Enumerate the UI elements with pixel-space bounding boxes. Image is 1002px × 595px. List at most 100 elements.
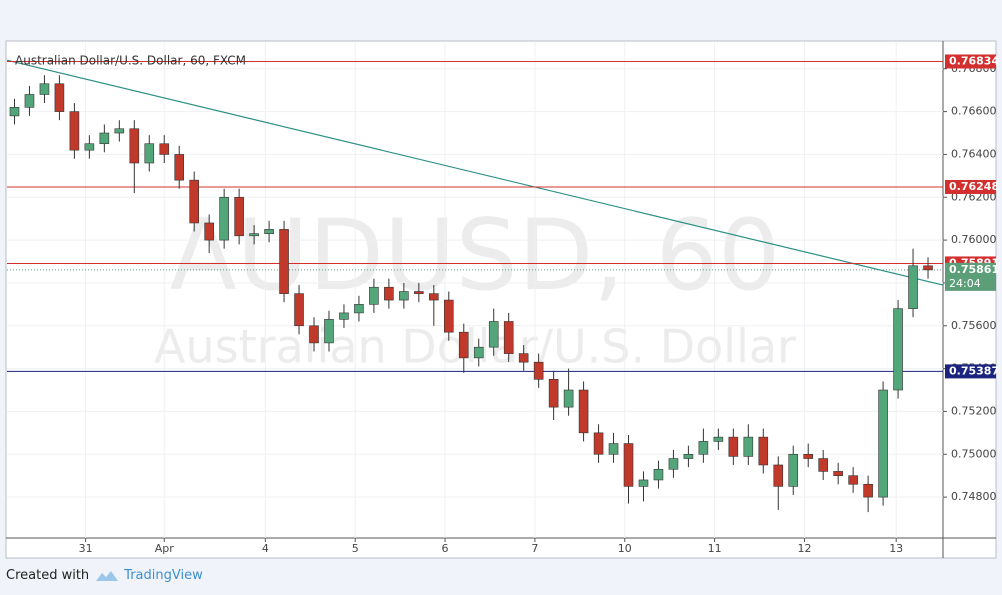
- y-tick-label: 0.74800: [951, 490, 997, 503]
- level-label: 0.76834: [949, 54, 999, 67]
- brand[interactable]: TradingView: [95, 568, 203, 583]
- candle-body: [84, 143, 95, 151]
- candle-body: [279, 229, 289, 294]
- candle-body: [503, 321, 514, 354]
- candle-body: [144, 143, 155, 164]
- candle-body: [234, 196, 244, 237]
- x-tick-label: 5: [352, 542, 359, 555]
- candle-body: [818, 458, 828, 472]
- candle-body: [414, 291, 424, 294]
- candle-body: [204, 222, 214, 241]
- candle-body: [743, 436, 754, 457]
- x-tick-label: 4: [262, 542, 269, 555]
- x-tick-label: 12: [797, 542, 811, 555]
- candle-body: [384, 286, 394, 301]
- candle-body: [488, 321, 499, 348]
- current-price-label: 0.75861: [949, 263, 999, 276]
- level-label: 0.75387: [949, 364, 999, 377]
- candle-body: [339, 312, 349, 320]
- candle-body: [923, 265, 933, 271]
- candle-body: [69, 111, 80, 151]
- y-tick-label: 0.76600: [951, 105, 997, 118]
- candle-body: [893, 308, 903, 391]
- candle-body: [623, 443, 634, 487]
- candle-body: [219, 196, 229, 241]
- candle-body: [159, 143, 170, 155]
- x-tick-label: 6: [442, 542, 449, 555]
- chart-panel: [5, 40, 997, 559]
- candle-body: [264, 229, 274, 234]
- footer: Created with TradingView: [6, 568, 203, 583]
- level-label-box: [945, 364, 996, 379]
- candle-body: [458, 331, 469, 359]
- current-price-box: [945, 262, 996, 291]
- candle-body: [848, 475, 858, 485]
- candle-body: [908, 265, 918, 309]
- candle-body: [429, 293, 439, 301]
- level-label-box: [945, 54, 996, 69]
- x-tick-label: 31: [79, 542, 93, 555]
- candle-body: [728, 436, 739, 457]
- candle-body: [803, 453, 814, 459]
- watermark-symbol: AUDUSD, 60: [170, 199, 781, 313]
- candle-body: [443, 299, 454, 333]
- level-label: 0.76248: [949, 180, 999, 193]
- footer-text: Created with: [6, 568, 90, 583]
- candle-body: [294, 293, 304, 327]
- candle-body: [878, 389, 888, 498]
- y-tick-label: 0.75000: [951, 447, 997, 460]
- candle-body: [683, 453, 694, 459]
- chart-title: Australian Dollar/U.S. Dollar, 60, FXCM: [15, 54, 246, 68]
- countdown: 24:04: [949, 277, 981, 290]
- candle-body: [713, 436, 724, 442]
- candle-body: [399, 291, 409, 301]
- candle-body: [54, 83, 65, 112]
- x-tick-label: 7: [531, 542, 538, 555]
- brand-text[interactable]: TradingView: [124, 568, 203, 583]
- watermark-name: Australian Dollar/U.S. Dollar: [154, 320, 796, 374]
- watermark: AUDUSD, 60 Australian Dollar/U.S. Dollar: [154, 199, 796, 374]
- candle-body: [698, 441, 709, 455]
- candle-body: [473, 346, 484, 359]
- candle-body: [563, 389, 574, 408]
- level-label-box: [945, 179, 996, 194]
- y-tick-label: 0.76000: [951, 233, 997, 246]
- candle-body: [39, 83, 50, 95]
- candle-body: [668, 458, 679, 470]
- candle-body: [638, 479, 649, 487]
- x-tick-label: 13: [889, 542, 903, 555]
- candle-body: [309, 325, 319, 344]
- candle-body: [129, 128, 140, 164]
- candle-body: [249, 233, 259, 237]
- x-tick-label: 11: [708, 542, 722, 555]
- candle-body: [833, 471, 843, 476]
- candle-body: [758, 436, 769, 466]
- candle-body: [788, 453, 799, 487]
- candle-body: [354, 304, 364, 314]
- x-tick-label: Apr: [155, 542, 175, 555]
- candle-body: [578, 389, 589, 434]
- candle-body: [653, 468, 664, 481]
- candle-body: [518, 353, 529, 363]
- y-tick-label: 0.75200: [951, 404, 997, 417]
- candle-body: [608, 443, 619, 455]
- y-tick-label: 0.76400: [951, 147, 997, 160]
- candle-body: [773, 464, 784, 487]
- x-tick-label: 10: [618, 542, 632, 555]
- chart: AUDUSD, 60 Australian Dollar/U.S. Dollar…: [5, 40, 999, 559]
- candle-body: [369, 286, 379, 305]
- candle-body: [863, 483, 873, 498]
- candle-body: [114, 128, 125, 134]
- candle-body: [9, 107, 20, 117]
- candle-body: [24, 94, 35, 108]
- candle-body: [99, 132, 110, 145]
- candle-body: [533, 361, 544, 380]
- candle-body: [548, 379, 559, 408]
- candle-body: [324, 319, 334, 344]
- trendline: [6, 59, 944, 286]
- candle-body: [593, 432, 604, 455]
- candle-body: [189, 179, 199, 224]
- brand-logo: [96, 570, 119, 581]
- candle-body: [174, 154, 185, 181]
